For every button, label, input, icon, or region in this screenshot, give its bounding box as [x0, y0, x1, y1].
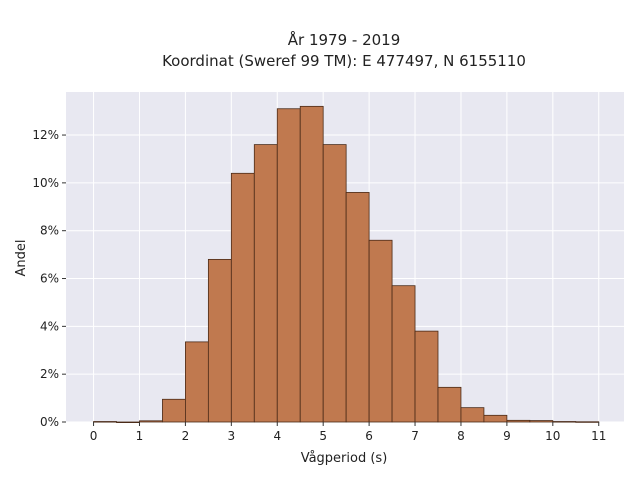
histogram-bar [575, 421, 600, 423]
histogram-bar [460, 407, 485, 423]
histogram-bar [483, 414, 508, 423]
histogram-bar [276, 108, 301, 423]
x-axis-label: Vågperiod (s) [301, 451, 388, 466]
y-tick-label: 0% [40, 415, 59, 429]
histogram-bar [345, 192, 370, 423]
histogram-bar [185, 341, 209, 423]
histogram-bar [414, 330, 439, 423]
histogram-bar [93, 421, 117, 423]
histogram-bar [253, 144, 278, 423]
y-tick-label: 2% [40, 367, 59, 381]
y-axis-label: Andel [14, 240, 29, 277]
histogram-bar [322, 144, 347, 423]
y-tick-label: 8% [40, 224, 59, 238]
histogram-bar [162, 398, 186, 423]
x-tick-label: 4 [273, 429, 281, 443]
y-tick-label: 4% [40, 319, 59, 333]
histogram-bar [207, 258, 232, 423]
x-tick-label: 7 [411, 429, 419, 443]
bars [93, 105, 600, 424]
histogram-bar [552, 421, 577, 423]
x-tick-label: 10 [545, 429, 560, 443]
x-tick-label: 5 [319, 429, 327, 443]
chart-title: År 1979 - 2019 [288, 30, 401, 49]
x-tick-label: 0 [90, 429, 98, 443]
histogram-bar [529, 420, 554, 423]
x-tick-label: 11 [591, 429, 606, 443]
chart-subtitle: Koordinat (Sweref 99 TM): E 477497, N 61… [162, 52, 526, 70]
histogram-bar [299, 105, 324, 423]
y-tick-label: 6% [40, 272, 59, 286]
histogram-bar [230, 172, 255, 423]
x-tick-label: 8 [457, 429, 465, 443]
x-tick-label: 6 [365, 429, 373, 443]
y-axis-ticks: 0% 2% 4% 6% 8% 10% 12% [32, 128, 66, 429]
y-tick-label: 10% [32, 176, 59, 190]
x-tick-label: 9 [503, 429, 511, 443]
x-tick-label: 3 [228, 429, 236, 443]
histogram-bar [391, 285, 416, 423]
x-tick-label: 2 [182, 429, 190, 443]
histogram-bar [116, 421, 140, 424]
y-tick-label: 12% [32, 128, 59, 142]
histogram-bar [437, 386, 462, 423]
histogram-bar [368, 239, 393, 423]
histogram-bar [506, 419, 531, 423]
x-tick-label: 1 [136, 429, 144, 443]
histogram-bar [139, 420, 163, 423]
x-axis-ticks: 0 1 2 3 4 5 6 7 8 9 10 11 [90, 422, 606, 443]
